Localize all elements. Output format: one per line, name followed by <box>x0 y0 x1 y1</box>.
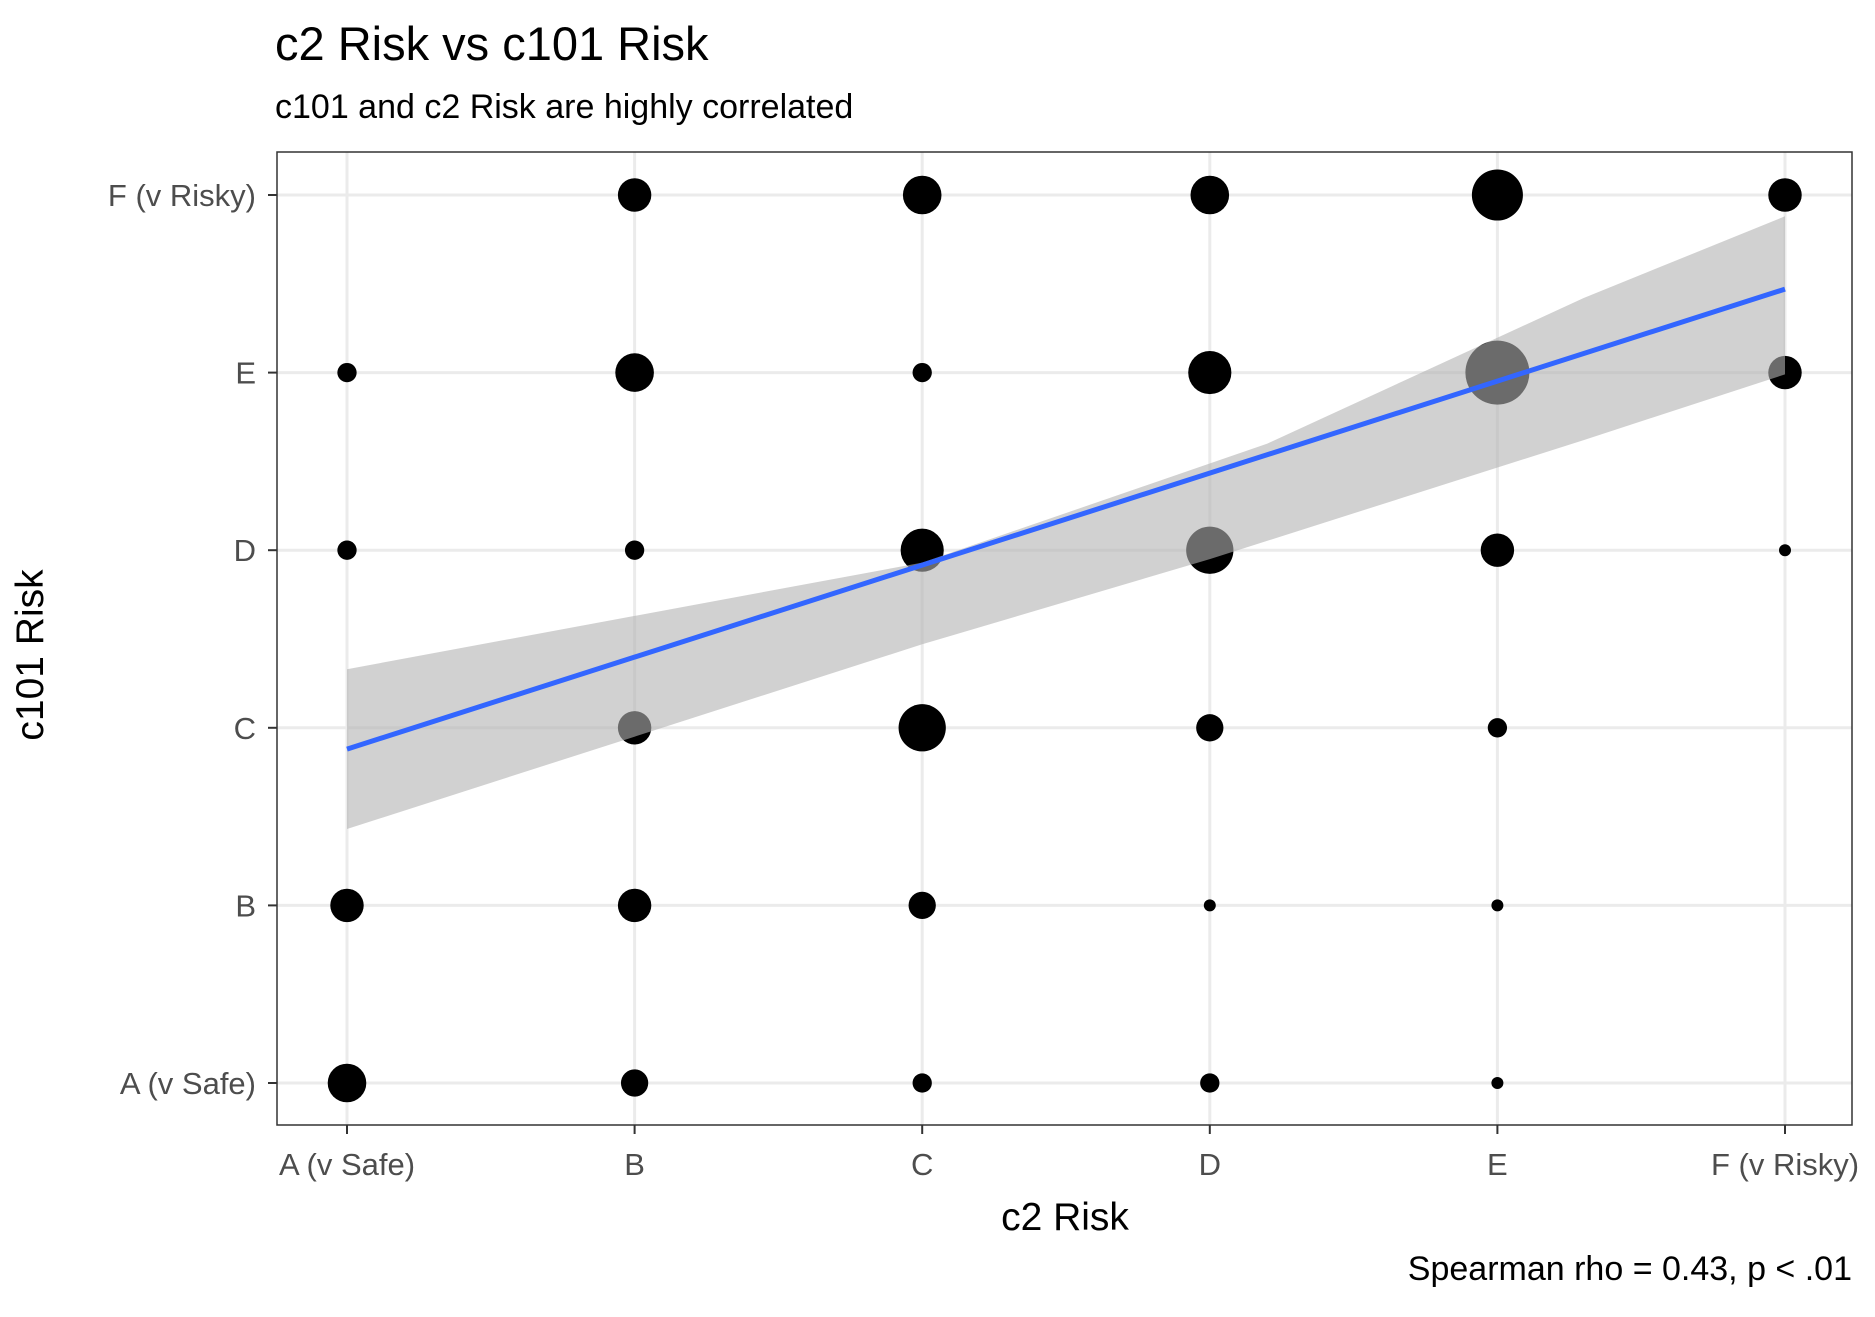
data-point <box>1768 178 1802 212</box>
x-tick-label: D <box>1199 1147 1221 1182</box>
x-tick-label: E <box>1487 1147 1508 1182</box>
data-point <box>1779 544 1791 557</box>
data-point <box>1487 718 1508 738</box>
data-point <box>1196 714 1224 742</box>
data-point <box>1190 175 1230 215</box>
data-point <box>1491 1077 1504 1089</box>
chart-caption: Spearman rho = 0.43, p < .01 <box>1408 1250 1852 1288</box>
data-point <box>1480 533 1515 567</box>
data-point <box>617 178 652 212</box>
data-point <box>1491 899 1504 912</box>
y-tick-label: D <box>234 533 256 568</box>
x-tick-label: C <box>911 1147 933 1182</box>
data-point <box>337 362 357 383</box>
data-point <box>908 891 936 920</box>
x-tick-label: F (v Risky) <box>1711 1147 1859 1182</box>
data-point <box>1200 1073 1220 1093</box>
confidence-band <box>347 216 1785 830</box>
x-axis-title: c2 Risk <box>1001 1196 1129 1239</box>
y-tick-label: C <box>234 711 256 746</box>
data-point <box>617 888 652 923</box>
data-point <box>898 704 946 752</box>
data-point <box>615 353 654 392</box>
data-point <box>1203 899 1216 912</box>
x-tick-label: B <box>624 1147 645 1182</box>
data-point <box>902 175 942 215</box>
y-tick-label: F (v Risky) <box>108 178 256 213</box>
data-point <box>337 540 357 560</box>
data-point <box>912 1073 932 1093</box>
data-point <box>330 888 364 923</box>
plot-area: A (v Safe) B C D E F (v Risky) A (v Safe) B C D E F… <box>108 151 1859 1182</box>
data-point <box>624 540 645 560</box>
chart-subtitle: c101 and c2 Risk are highly correlated <box>275 88 853 126</box>
data-point <box>1188 351 1232 395</box>
chart-title: c2 Risk vs c101 Risk <box>275 17 709 70</box>
y-tick-label: B <box>235 888 256 923</box>
data-point <box>1471 169 1523 221</box>
data-point <box>620 1069 649 1097</box>
trend-line <box>346 286 1786 752</box>
y-tick-label: E <box>235 356 256 391</box>
y-axis-title: c101 Risk <box>9 569 52 741</box>
y-tick-label: A (v Safe) <box>120 1066 256 1101</box>
x-tick-label: A (v Safe) <box>279 1147 415 1182</box>
data-point <box>327 1063 367 1103</box>
data-point <box>912 362 932 383</box>
panel-border <box>276 151 1853 1126</box>
